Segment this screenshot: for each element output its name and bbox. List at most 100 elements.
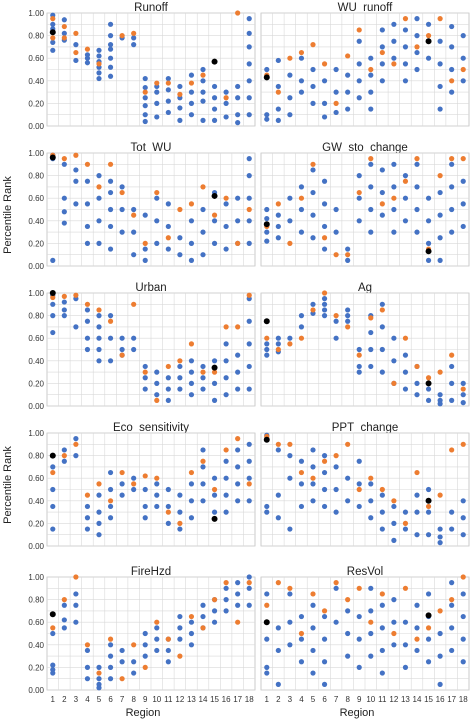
data-point-blue bbox=[414, 647, 420, 654]
data-point-blue bbox=[211, 83, 218, 90]
data-point-orange bbox=[414, 156, 420, 162]
data-point-blue bbox=[310, 625, 316, 631]
data-point-orange bbox=[73, 574, 79, 580]
chart-panel: Tot_WU 0.00 0.20 0.40 0.60 0.80 1.00 bbox=[28, 142, 256, 271]
data-point-blue bbox=[246, 16, 252, 22]
data-point-blue bbox=[310, 235, 316, 241]
data-point-blue bbox=[246, 386, 252, 392]
data-point-orange bbox=[119, 469, 125, 476]
data-point-blue bbox=[379, 61, 385, 67]
data-point-blue bbox=[188, 369, 195, 375]
data-point-blue bbox=[402, 642, 409, 648]
data-point-blue bbox=[264, 352, 270, 358]
data-point-blue bbox=[321, 613, 328, 620]
data-point-blue bbox=[356, 95, 362, 101]
data-point-blue bbox=[310, 66, 316, 73]
data-point-blue bbox=[96, 664, 102, 671]
data-point-orange bbox=[333, 453, 339, 459]
data-point-blue bbox=[188, 515, 195, 521]
data-point-blue bbox=[235, 218, 241, 224]
x-tick-label: 16 bbox=[222, 695, 231, 704]
data-point-blue bbox=[333, 335, 339, 341]
data-point-blue bbox=[200, 613, 206, 620]
y-axis-label-top: Percentile Rank bbox=[2, 176, 14, 254]
data-point-blue bbox=[50, 39, 56, 45]
data-point-blue bbox=[96, 218, 102, 224]
data-point-blue bbox=[107, 42, 114, 48]
data-point-blue bbox=[61, 307, 67, 313]
data-point-orange bbox=[200, 625, 206, 631]
data-point-blue bbox=[298, 55, 305, 61]
data-point-blue bbox=[246, 458, 252, 464]
data-point-blue bbox=[298, 324, 305, 330]
data-point-blue bbox=[391, 520, 397, 527]
data-point-orange bbox=[437, 16, 443, 22]
data-point-blue bbox=[246, 30, 252, 36]
data-point-blue bbox=[154, 481, 160, 487]
x-tick-label: 12 bbox=[389, 695, 398, 704]
data-point-blue bbox=[165, 223, 171, 230]
data-point-blue bbox=[287, 619, 293, 625]
data-point-blue bbox=[73, 436, 79, 442]
data-point-orange bbox=[50, 469, 56, 476]
x-tick-label: 9 bbox=[357, 695, 362, 704]
data-point-blue bbox=[414, 509, 420, 515]
data-point-blue bbox=[235, 591, 241, 597]
data-point-blue bbox=[391, 358, 397, 364]
data-point-orange bbox=[107, 161, 114, 167]
data-point-blue bbox=[188, 392, 195, 398]
data-point-blue bbox=[61, 220, 67, 226]
data-point-blue bbox=[61, 602, 67, 608]
data-point-blue bbox=[356, 664, 362, 671]
data-point-blue bbox=[402, 352, 409, 358]
data-point-blue bbox=[235, 195, 241, 201]
data-point-blue bbox=[119, 346, 125, 353]
data-point-black bbox=[425, 248, 432, 255]
data-point-blue bbox=[414, 625, 420, 631]
y-tick-label: 0.20 bbox=[28, 239, 44, 248]
data-point-blue bbox=[425, 659, 432, 665]
data-point-blue bbox=[460, 223, 466, 230]
data-point-blue bbox=[368, 55, 374, 61]
data-point-blue bbox=[437, 534, 443, 540]
data-point-orange bbox=[287, 341, 293, 347]
data-point-blue bbox=[368, 515, 374, 521]
data-point-blue bbox=[298, 503, 305, 510]
data-point-blue bbox=[73, 453, 79, 459]
data-point-blue bbox=[264, 636, 270, 642]
data-point-blue bbox=[345, 498, 351, 504]
data-point-blue bbox=[264, 664, 270, 671]
data-point-blue bbox=[275, 83, 281, 90]
data-point-blue bbox=[50, 526, 56, 532]
data-point-orange bbox=[310, 307, 316, 313]
data-point-black bbox=[425, 497, 432, 504]
data-point-blue bbox=[154, 392, 160, 398]
data-point-blue bbox=[50, 301, 56, 307]
data-point-blue bbox=[235, 464, 241, 470]
data-point-blue bbox=[177, 375, 183, 381]
x-tick-label: 14 bbox=[413, 695, 422, 704]
data-point-blue bbox=[200, 78, 206, 84]
data-point-orange bbox=[73, 292, 79, 298]
data-point-blue bbox=[223, 114, 229, 120]
data-point-blue bbox=[177, 509, 183, 515]
data-point-blue bbox=[287, 526, 293, 532]
data-point-blue bbox=[73, 201, 79, 207]
data-point-blue bbox=[154, 100, 160, 106]
data-point-blue bbox=[107, 313, 114, 319]
data-point-blue bbox=[391, 229, 397, 235]
data-point-orange bbox=[298, 469, 305, 476]
data-point-blue bbox=[142, 212, 148, 218]
data-point-orange bbox=[449, 447, 455, 453]
data-point-blue bbox=[310, 602, 316, 608]
data-point-orange bbox=[107, 318, 114, 324]
data-point-blue bbox=[246, 112, 252, 118]
data-point-orange bbox=[188, 341, 195, 347]
data-point-blue bbox=[321, 114, 328, 120]
data-point-blue bbox=[165, 109, 171, 116]
data-point-black bbox=[263, 221, 270, 228]
chart-panel: Runoff 0.00 0.20 0.40 0.60 0.80 1.00 bbox=[28, 2, 256, 131]
data-point-blue bbox=[50, 503, 56, 510]
